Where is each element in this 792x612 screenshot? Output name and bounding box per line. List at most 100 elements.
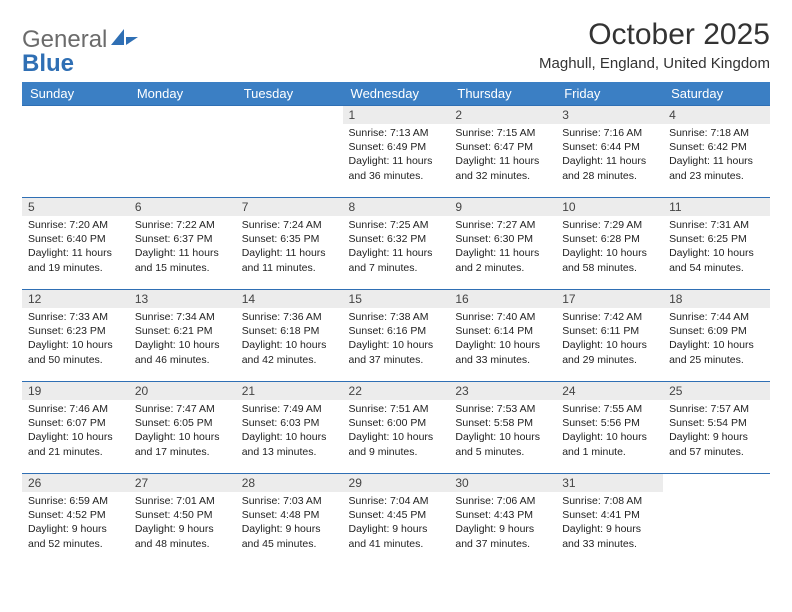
header: General October 2025 Maghull, England, U…: [22, 18, 770, 72]
calendar-day-cell: 8Sunrise: 7:25 AMSunset: 6:32 PMDaylight…: [343, 197, 450, 289]
day-content: Sunrise: 7:49 AMSunset: 6:03 PMDaylight:…: [236, 400, 343, 463]
calendar-day-cell: 20Sunrise: 7:47 AMSunset: 6:05 PMDayligh…: [129, 381, 236, 473]
day-number: 14: [236, 289, 343, 308]
day-number: 8: [343, 197, 450, 216]
day-content: Sunrise: 7:36 AMSunset: 6:18 PMDaylight:…: [236, 308, 343, 371]
day-content: Sunrise: 7:27 AMSunset: 6:30 PMDaylight:…: [449, 216, 556, 279]
calendar-day-cell: 17Sunrise: 7:42 AMSunset: 6:11 PMDayligh…: [556, 289, 663, 381]
day-content: Sunrise: 7:24 AMSunset: 6:35 PMDaylight:…: [236, 216, 343, 279]
calendar-day-cell: [663, 473, 770, 565]
day-content: Sunrise: 7:57 AMSunset: 5:54 PMDaylight:…: [663, 400, 770, 463]
day-number: 2: [449, 105, 556, 124]
day-content: Sunrise: 7:03 AMSunset: 4:48 PMDaylight:…: [236, 492, 343, 555]
calendar-day-cell: 22Sunrise: 7:51 AMSunset: 6:00 PMDayligh…: [343, 381, 450, 473]
calendar-week-row: 26Sunrise: 6:59 AMSunset: 4:52 PMDayligh…: [22, 473, 770, 565]
day-content: Sunrise: 7:25 AMSunset: 6:32 PMDaylight:…: [343, 216, 450, 279]
day-number: 24: [556, 381, 663, 400]
calendar-day-cell: 4Sunrise: 7:18 AMSunset: 6:42 PMDaylight…: [663, 105, 770, 197]
day-content: Sunrise: 7:06 AMSunset: 4:43 PMDaylight:…: [449, 492, 556, 555]
day-content: Sunrise: 7:40 AMSunset: 6:14 PMDaylight:…: [449, 308, 556, 371]
day-number: 15: [343, 289, 450, 308]
calendar-day-cell: [129, 105, 236, 197]
calendar-day-cell: 3Sunrise: 7:16 AMSunset: 6:44 PMDaylight…: [556, 105, 663, 197]
calendar-day-cell: 14Sunrise: 7:36 AMSunset: 6:18 PMDayligh…: [236, 289, 343, 381]
day-number: 28: [236, 473, 343, 492]
day-content: Sunrise: 7:31 AMSunset: 6:25 PMDaylight:…: [663, 216, 770, 279]
day-content: Sunrise: 7:53 AMSunset: 5:58 PMDaylight:…: [449, 400, 556, 463]
day-content: Sunrise: 7:13 AMSunset: 6:49 PMDaylight:…: [343, 124, 450, 187]
calendar-day-cell: 25Sunrise: 7:57 AMSunset: 5:54 PMDayligh…: [663, 381, 770, 473]
day-content: Sunrise: 7:46 AMSunset: 6:07 PMDaylight:…: [22, 400, 129, 463]
calendar-table: SundayMondayTuesdayWednesdayThursdayFrid…: [22, 82, 770, 565]
calendar-day-cell: 13Sunrise: 7:34 AMSunset: 6:21 PMDayligh…: [129, 289, 236, 381]
day-number: 21: [236, 381, 343, 400]
day-number-empty: [236, 105, 343, 124]
logo-sail-icon: [111, 27, 139, 47]
location-subtitle: Maghull, England, United Kingdom: [539, 55, 770, 72]
day-content: Sunrise: 7:04 AMSunset: 4:45 PMDaylight:…: [343, 492, 450, 555]
day-content: Sunrise: 7:15 AMSunset: 6:47 PMDaylight:…: [449, 124, 556, 187]
day-number: 12: [22, 289, 129, 308]
calendar-day-cell: 16Sunrise: 7:40 AMSunset: 6:14 PMDayligh…: [449, 289, 556, 381]
day-number: 22: [343, 381, 450, 400]
day-number-empty: [663, 473, 770, 492]
day-content: Sunrise: 7:44 AMSunset: 6:09 PMDaylight:…: [663, 308, 770, 371]
day-content: Sunrise: 7:29 AMSunset: 6:28 PMDaylight:…: [556, 216, 663, 279]
day-number: 6: [129, 197, 236, 216]
calendar-day-cell: 23Sunrise: 7:53 AMSunset: 5:58 PMDayligh…: [449, 381, 556, 473]
calendar-day-cell: 27Sunrise: 7:01 AMSunset: 4:50 PMDayligh…: [129, 473, 236, 565]
day-content: Sunrise: 7:34 AMSunset: 6:21 PMDaylight:…: [129, 308, 236, 371]
calendar-day-cell: 2Sunrise: 7:15 AMSunset: 6:47 PMDaylight…: [449, 105, 556, 197]
day-content: Sunrise: 7:33 AMSunset: 6:23 PMDaylight:…: [22, 308, 129, 371]
day-number: 10: [556, 197, 663, 216]
day-header: Friday: [556, 82, 663, 105]
day-content: Sunrise: 7:47 AMSunset: 6:05 PMDaylight:…: [129, 400, 236, 463]
calendar-day-cell: 1Sunrise: 7:13 AMSunset: 6:49 PMDaylight…: [343, 105, 450, 197]
day-number-empty: [129, 105, 236, 124]
day-number: 30: [449, 473, 556, 492]
day-number: 7: [236, 197, 343, 216]
calendar-day-cell: [22, 105, 129, 197]
calendar-day-cell: 26Sunrise: 6:59 AMSunset: 4:52 PMDayligh…: [22, 473, 129, 565]
calendar-day-cell: 30Sunrise: 7:06 AMSunset: 4:43 PMDayligh…: [449, 473, 556, 565]
day-number: 31: [556, 473, 663, 492]
calendar-day-cell: 19Sunrise: 7:46 AMSunset: 6:07 PMDayligh…: [22, 381, 129, 473]
day-number: 19: [22, 381, 129, 400]
calendar-day-cell: 12Sunrise: 7:33 AMSunset: 6:23 PMDayligh…: [22, 289, 129, 381]
day-number: 5: [22, 197, 129, 216]
calendar-day-cell: 29Sunrise: 7:04 AMSunset: 4:45 PMDayligh…: [343, 473, 450, 565]
day-content: Sunrise: 7:42 AMSunset: 6:11 PMDaylight:…: [556, 308, 663, 371]
day-content: Sunrise: 6:59 AMSunset: 4:52 PMDaylight:…: [22, 492, 129, 555]
day-number: 25: [663, 381, 770, 400]
calendar-day-cell: [236, 105, 343, 197]
calendar-header-row: SundayMondayTuesdayWednesdayThursdayFrid…: [22, 82, 770, 105]
day-number: 23: [449, 381, 556, 400]
day-content: Sunrise: 7:16 AMSunset: 6:44 PMDaylight:…: [556, 124, 663, 187]
day-number: 11: [663, 197, 770, 216]
calendar-week-row: 1Sunrise: 7:13 AMSunset: 6:49 PMDaylight…: [22, 105, 770, 197]
calendar-day-cell: 5Sunrise: 7:20 AMSunset: 6:40 PMDaylight…: [22, 197, 129, 289]
title-block: October 2025 Maghull, England, United Ki…: [539, 18, 770, 72]
day-header: Tuesday: [236, 82, 343, 105]
calendar-week-row: 12Sunrise: 7:33 AMSunset: 6:23 PMDayligh…: [22, 289, 770, 381]
logo-text-blue: Blue: [22, 50, 74, 78]
day-number-empty: [22, 105, 129, 124]
calendar-week-row: 19Sunrise: 7:46 AMSunset: 6:07 PMDayligh…: [22, 381, 770, 473]
day-number: 1: [343, 105, 450, 124]
day-content: Sunrise: 7:51 AMSunset: 6:00 PMDaylight:…: [343, 400, 450, 463]
day-header: Monday: [129, 82, 236, 105]
day-content: Sunrise: 7:18 AMSunset: 6:42 PMDaylight:…: [663, 124, 770, 187]
calendar-body: 1Sunrise: 7:13 AMSunset: 6:49 PMDaylight…: [22, 105, 770, 565]
day-number: 3: [556, 105, 663, 124]
calendar-day-cell: 28Sunrise: 7:03 AMSunset: 4:48 PMDayligh…: [236, 473, 343, 565]
calendar-day-cell: 18Sunrise: 7:44 AMSunset: 6:09 PMDayligh…: [663, 289, 770, 381]
day-number: 29: [343, 473, 450, 492]
day-number: 20: [129, 381, 236, 400]
day-number: 27: [129, 473, 236, 492]
day-number: 17: [556, 289, 663, 308]
calendar-day-cell: 10Sunrise: 7:29 AMSunset: 6:28 PMDayligh…: [556, 197, 663, 289]
day-content: Sunrise: 7:20 AMSunset: 6:40 PMDaylight:…: [22, 216, 129, 279]
calendar-day-cell: 6Sunrise: 7:22 AMSunset: 6:37 PMDaylight…: [129, 197, 236, 289]
day-content: Sunrise: 7:08 AMSunset: 4:41 PMDaylight:…: [556, 492, 663, 555]
day-header: Thursday: [449, 82, 556, 105]
